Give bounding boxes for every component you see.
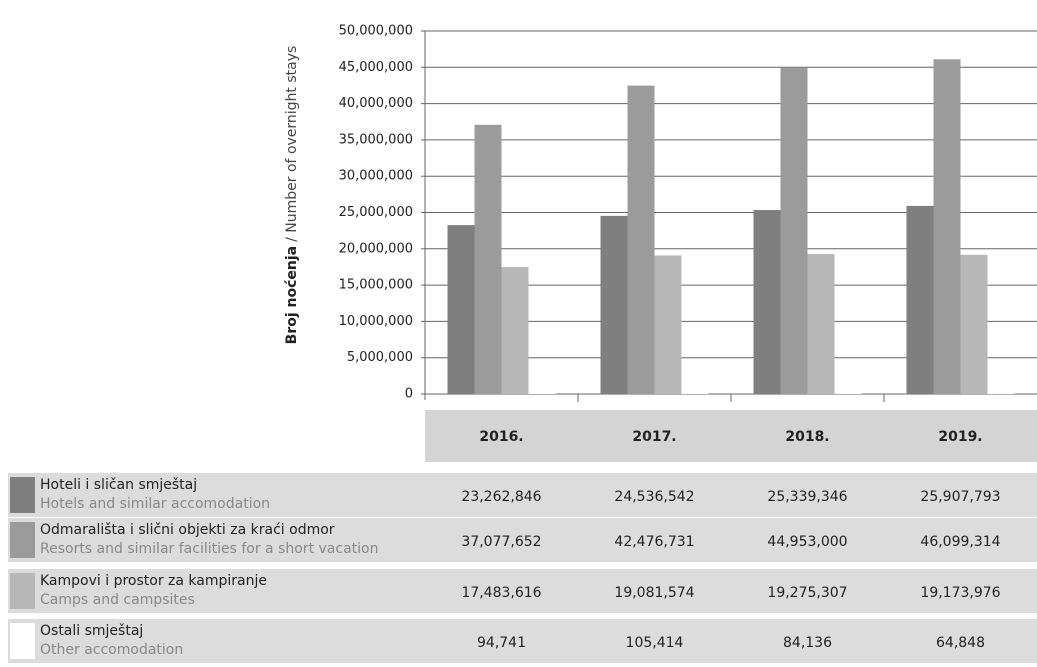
y-tick-label: 0 <box>405 387 413 402</box>
bar <box>682 393 709 394</box>
legend-swatch <box>10 623 35 659</box>
bar <box>961 255 988 394</box>
y-tick-label: 30,000,000 <box>339 169 413 184</box>
y-axis-title-en: / Number of overnight stays <box>284 46 300 242</box>
legend-label-en: Hotels and similar accomodation <box>40 496 270 512</box>
table-value: 17,483,616 <box>461 585 541 601</box>
table-value: 42,476,731 <box>614 534 694 550</box>
table-value: 19,275,307 <box>767 585 847 601</box>
y-axis-title: Broj noćenja / Number of overnight stays <box>284 46 300 345</box>
y-tick-label: 15,000,000 <box>339 278 413 293</box>
table-value: 94,741 <box>477 635 526 651</box>
y-axis-title-main: Broj noćenja <box>284 246 300 344</box>
y-tick-label: 50,000,000 <box>339 24 413 39</box>
x-category-label: 2017. <box>632 429 676 445</box>
bar <box>781 68 808 394</box>
y-tick-label: 25,000,000 <box>339 205 413 220</box>
table-value: 25,339,346 <box>767 489 847 505</box>
bar <box>754 210 781 394</box>
bar <box>475 125 502 394</box>
y-tick-label: 40,000,000 <box>339 96 413 111</box>
bar <box>808 254 835 394</box>
bar <box>601 216 628 394</box>
y-tick-label: 5,000,000 <box>347 350 413 365</box>
table-value: 84,136 <box>783 635 832 651</box>
bar <box>628 86 655 394</box>
bar <box>655 255 682 394</box>
bar <box>529 393 556 394</box>
y-tick-label: 35,000,000 <box>339 132 413 147</box>
legend-label: Kampovi i prostor za kampiranje <box>40 573 267 589</box>
table-value: 25,907,793 <box>920 489 1000 505</box>
table-value: 19,081,574 <box>614 585 694 601</box>
table-value: 64,848 <box>936 635 985 651</box>
bar <box>502 267 529 394</box>
legend-label-en: Resorts and similar facilities for a sho… <box>40 541 378 557</box>
legend-label-en: Camps and campsites <box>40 592 195 608</box>
bar <box>835 393 862 394</box>
bar <box>934 59 961 394</box>
table-value: 44,953,000 <box>767 534 847 550</box>
y-tick-label: 20,000,000 <box>339 241 413 256</box>
legend-label: Odmarališta i slični objekti za kraći od… <box>40 522 335 538</box>
table-value: 105,414 <box>626 635 684 651</box>
table-value: 37,077,652 <box>461 534 541 550</box>
table-value: 19,173,976 <box>920 585 1000 601</box>
table-value: 46,099,314 <box>920 534 1000 550</box>
x-category-label: 2019. <box>938 429 982 445</box>
legend-label: Hoteli i sličan smještaj <box>40 477 197 493</box>
legend-label-en: Other accomodation <box>40 642 183 658</box>
bar <box>448 225 475 394</box>
x-category-label: 2016. <box>479 429 523 445</box>
bar <box>907 206 934 394</box>
x-category-label: 2018. <box>785 429 829 445</box>
legend-swatch <box>10 573 35 609</box>
legend-swatch <box>10 522 35 558</box>
y-tick-label: 10,000,000 <box>339 314 413 329</box>
legend-swatch <box>10 477 35 513</box>
legend-label: Ostali smještaj <box>40 623 143 639</box>
y-tick-label: 45,000,000 <box>339 60 413 75</box>
table-value: 24,536,542 <box>614 489 694 505</box>
table-value: 23,262,846 <box>461 489 541 505</box>
